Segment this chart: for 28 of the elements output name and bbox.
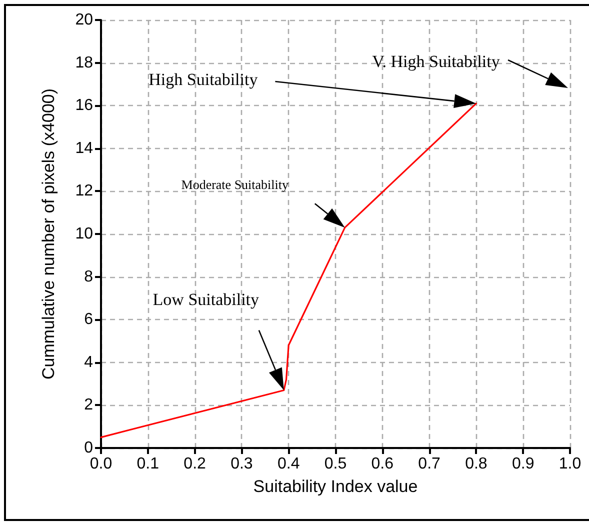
x-tick-label: 0.8: [465, 456, 488, 472]
y-tick-label: 14: [75, 140, 94, 157]
y-tick-label: 12: [75, 182, 94, 200]
x-tick-label: 0.2: [184, 456, 206, 472]
x-tick-label: 0.1: [136, 456, 160, 472]
y-axis-title: Cummulative number of pixels (x4000): [39, 88, 58, 380]
x-tick-label: 0.9: [512, 456, 534, 472]
y-tick-label: 0: [84, 440, 94, 456]
x-tick-label: 0.5: [324, 456, 347, 472]
annotation: Moderate Suitability: [181, 176, 288, 193]
x-tick-label: 0.6: [371, 456, 394, 472]
y-tick-label: 6: [84, 311, 94, 328]
y-tick-label: 2: [84, 396, 94, 414]
x-tick-label: 0.0: [90, 456, 112, 472]
annotation: V. High Suitability: [372, 52, 500, 72]
x-tick-label: 1.0: [558, 456, 582, 472]
x-tick-label: 0.4: [277, 456, 300, 472]
x-tick-label: 0.3: [230, 456, 253, 472]
y-tick-label: 18: [75, 54, 94, 72]
y-tick-label: 8: [84, 268, 94, 286]
y-tick-label: 16: [75, 97, 94, 114]
annotation: High Suitability: [148, 70, 258, 90]
y-tick-label: 20: [75, 12, 94, 28]
annotation: Low Suitability: [152, 290, 260, 310]
y-tick-label: 10: [75, 226, 94, 242]
x-tick-label: 0.7: [418, 456, 441, 472]
y-tick-label: 4: [84, 354, 94, 371]
x-axis-title: Suitability Index value: [253, 477, 418, 496]
